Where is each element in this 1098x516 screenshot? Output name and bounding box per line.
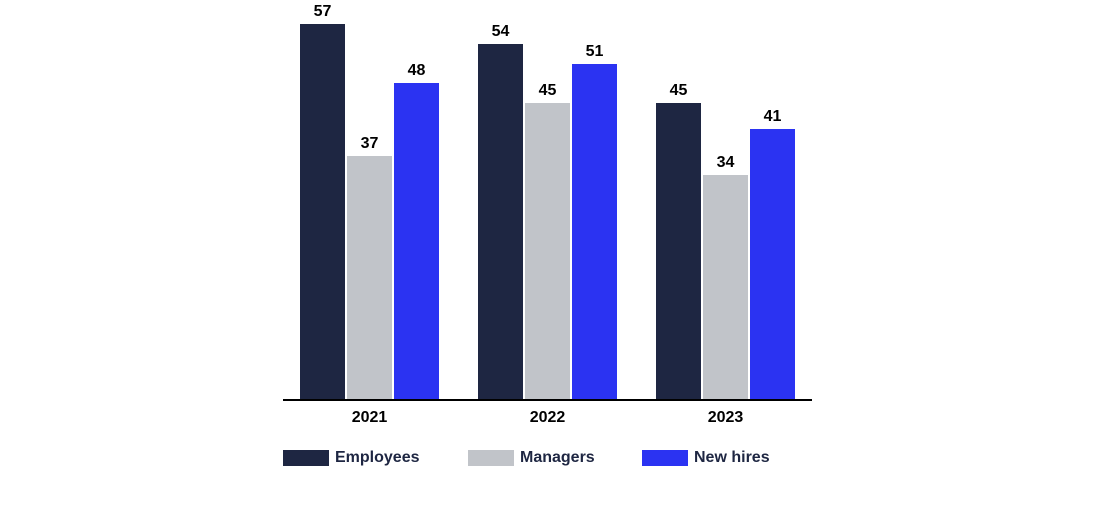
grouped-bar-chart: 57 37 48 54 45 51 45 34 41 2021 2022 2023 Employee… <box>283 0 812 469</box>
bar-employees-2022 <box>478 44 523 399</box>
legend-item-managers: Managers <box>468 449 595 467</box>
plot-area: 57 37 48 54 45 51 45 34 41 <box>283 0 812 401</box>
bar-value-label-managers-2022: 45 <box>538 82 557 99</box>
x-tick-label-2023: 2023 <box>707 409 744 426</box>
bar-slot-managers-2021: 37 <box>347 136 392 399</box>
legend-item-employees: Employees <box>283 449 419 467</box>
bar-slot-employees-2022: 54 <box>478 24 523 399</box>
bar-slot-employees-2021: 57 <box>300 4 345 399</box>
legend-label-managers: Managers <box>520 449 595 466</box>
bar-slot-new-hires-2023: 41 <box>750 109 795 399</box>
bar-managers-2022 <box>525 103 570 399</box>
legend-swatch-new-hires <box>642 450 688 466</box>
bar-value-label-new-hires-2021: 48 <box>407 62 426 79</box>
bar-group-2022: 54 45 51 <box>478 24 617 399</box>
bar-new-hires-2023 <box>750 129 795 399</box>
bar-group-2023: 45 34 41 <box>656 83 795 399</box>
legend-label-employees: Employees <box>335 449 420 466</box>
legend: Employees Managers New hires <box>283 449 812 469</box>
bar-value-label-new-hires-2022: 51 <box>585 43 604 60</box>
x-tick-label-2022: 2022 <box>529 409 566 426</box>
bar-slot-managers-2023: 34 <box>703 155 748 399</box>
x-tick-label-2021: 2021 <box>351 409 388 426</box>
bar-new-hires-2022 <box>572 64 617 399</box>
bar-managers-2023 <box>703 175 748 399</box>
bar-slot-employees-2023: 45 <box>656 83 701 399</box>
bar-value-label-employees-2021: 57 <box>313 3 332 20</box>
x-axis-labels: 2021 2022 2023 <box>283 409 812 427</box>
bar-slot-new-hires-2022: 51 <box>572 44 617 399</box>
bar-slot-new-hires-2021: 48 <box>394 63 439 399</box>
bar-value-label-managers-2023: 34 <box>716 154 735 171</box>
bar-employees-2021 <box>300 24 345 399</box>
bar-value-label-employees-2022: 54 <box>491 23 510 40</box>
bar-value-label-new-hires-2023: 41 <box>763 108 782 125</box>
bar-employees-2023 <box>656 103 701 399</box>
bar-new-hires-2021 <box>394 83 439 399</box>
bar-managers-2021 <box>347 156 392 399</box>
legend-item-new-hires: New hires <box>642 449 770 467</box>
bar-slot-managers-2022: 45 <box>525 83 570 399</box>
bar-value-label-managers-2021: 37 <box>360 135 379 152</box>
legend-swatch-managers <box>468 450 514 466</box>
bar-value-label-employees-2023: 45 <box>669 82 688 99</box>
legend-label-new-hires: New hires <box>694 449 770 466</box>
legend-swatch-employees <box>283 450 329 466</box>
bar-group-2021: 57 37 48 <box>300 4 439 399</box>
